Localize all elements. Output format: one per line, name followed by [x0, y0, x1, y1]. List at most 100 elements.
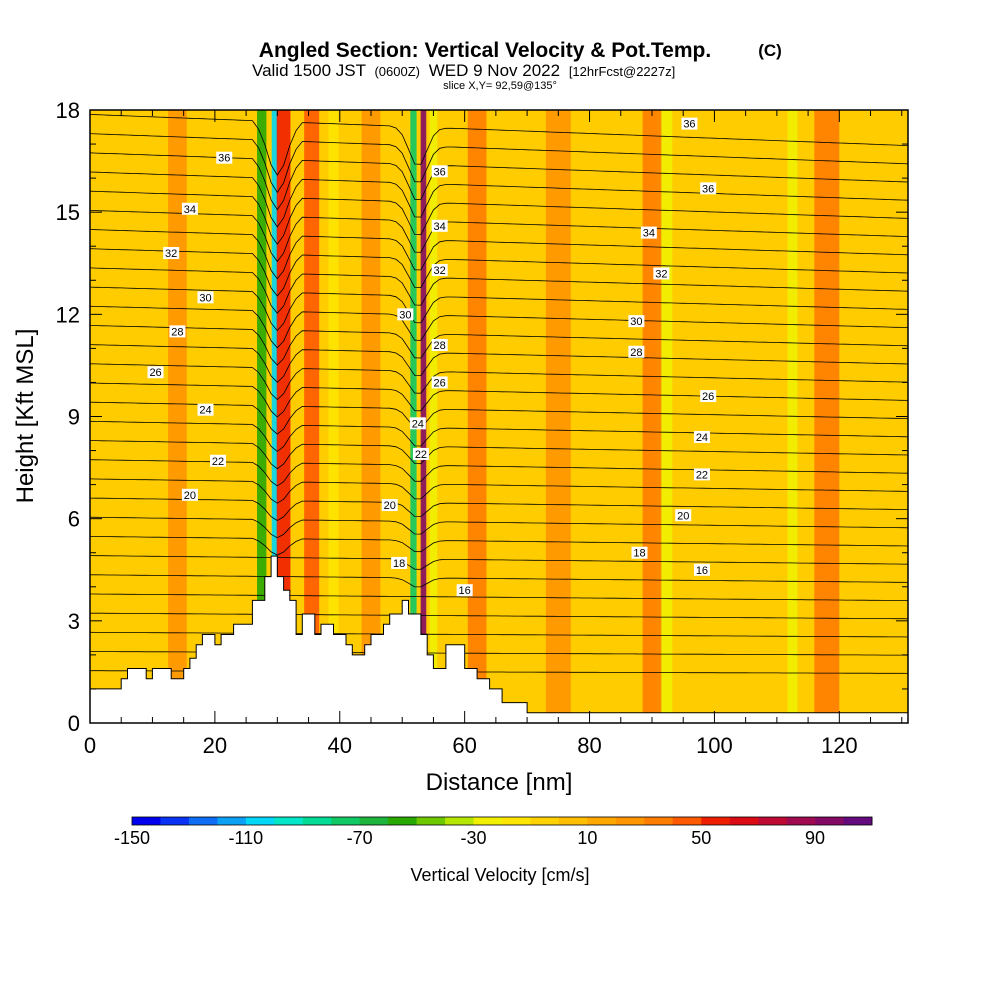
- theta-contour: [90, 631, 908, 638]
- velocity-band: [304, 110, 320, 723]
- colorbar-swatch: [302, 817, 332, 825]
- x-tick-label: 120: [821, 733, 858, 758]
- theta-contour: [90, 344, 908, 383]
- x-tick-label: 80: [577, 733, 601, 758]
- theta-label-bg: [197, 403, 214, 416]
- theta-label-bg: [381, 499, 398, 512]
- theta-label-bg: [210, 454, 227, 467]
- theta-label-bg: [693, 430, 710, 443]
- colorbar-swatch: [245, 817, 275, 825]
- colorbar-tick-label: -30: [461, 828, 487, 848]
- theta-label: 28: [628, 345, 645, 359]
- theta-label: 26: [147, 366, 164, 379]
- y-tick-label: 15: [56, 200, 80, 225]
- theta-label-bg: [431, 219, 448, 232]
- colorbar-tick-label: 50: [691, 828, 711, 848]
- colorbar-ticks: -150 -110 -70 -30 10 50 90: [114, 828, 825, 848]
- theta-label: 30: [197, 291, 214, 304]
- colorbar-swatch: [843, 817, 873, 825]
- x-tick-label: 0: [84, 733, 96, 758]
- theta-label-bg: [163, 247, 180, 260]
- theta-label: 30: [397, 308, 414, 321]
- theta-contour: [90, 401, 908, 435]
- chart-title: Angled Section: Vertical Velocity & Pot.…: [259, 39, 711, 62]
- colorbar-swatch: [132, 817, 161, 825]
- terrain: [90, 555, 908, 723]
- colorbar-swatch: [160, 817, 190, 825]
- theta-label: 18: [391, 556, 408, 570]
- theta-label-bg: [409, 417, 426, 430]
- colorbar-swatch: [786, 817, 816, 825]
- theta-contour: [90, 229, 908, 280]
- colorbar-tick-label: -150: [114, 828, 150, 848]
- colorbar-tick-label: -110: [228, 828, 263, 848]
- theta-contour: [90, 286, 908, 332]
- theta-contour: [90, 171, 908, 228]
- theta-contour: [90, 133, 908, 194]
- theta-label-text: 34: [643, 228, 655, 240]
- colorbar-tick-label: 10: [577, 828, 597, 848]
- theta-label: 30: [628, 315, 645, 328]
- theta-label: 36: [700, 182, 717, 195]
- theta-label: 22: [412, 447, 429, 461]
- theta-label-text: 30: [399, 309, 411, 321]
- colorbar-swatch: [188, 817, 218, 825]
- theta-label: 34: [181, 202, 198, 216]
- theta-label: 36: [431, 165, 448, 178]
- theta-label-text: 28: [434, 340, 446, 352]
- theta-label-bg: [640, 226, 657, 239]
- plot-background: [90, 110, 908, 723]
- velocity-band: [168, 110, 187, 723]
- theta-label: 32: [653, 267, 670, 280]
- colorbar-swatch: [530, 817, 560, 825]
- theta-contour: [90, 497, 908, 521]
- colorbar-swatch: [587, 817, 617, 825]
- colorbar-tick-label: -70: [347, 828, 373, 848]
- theta-label: 36: [216, 151, 233, 165]
- theta-label-bg: [216, 151, 233, 164]
- colorbar-swatch: [331, 817, 361, 825]
- plot-area: 16 16 18 18 20 20 20 22 22 22 24 24 24 26 26 26 28 28 28 30…: [90, 110, 908, 723]
- theta-label-text: 26: [149, 367, 161, 379]
- theta-label-bg: [700, 390, 717, 403]
- theta-label-text: 26: [434, 377, 446, 389]
- theta-label-bg: [397, 308, 414, 321]
- theta-labels: 16 16 18 18 20 20 20 22 22 22 24 24 24 26 26 26 28 28 28 30…: [147, 117, 717, 597]
- velocity-band: [429, 110, 438, 723]
- theta-label: 24: [693, 430, 710, 444]
- theta-label-text: 32: [655, 268, 667, 280]
- y-tick-label: 3: [68, 609, 80, 634]
- theta-label-text: 36: [683, 119, 695, 131]
- theta-label-bg: [431, 376, 448, 389]
- colorbar: [131, 816, 873, 826]
- y-tick-label: 12: [56, 302, 80, 327]
- valid-prefix: Valid 1500 JST: [252, 61, 366, 80]
- theta-contour: [90, 325, 908, 366]
- theta-label-text: 34: [184, 204, 196, 216]
- theta-contour: [90, 478, 908, 504]
- theta-label: 28: [431, 338, 448, 352]
- colorbar-tick-label: 90: [805, 828, 825, 848]
- theta-contour: [90, 459, 908, 487]
- x-tick-label: 40: [328, 733, 352, 758]
- theta-label-text: 28: [171, 326, 183, 338]
- colorbar-swatch: [758, 817, 788, 825]
- theta-contour: [90, 593, 908, 601]
- theta-label-bg: [675, 509, 692, 522]
- x-axis: 0 20 40 60 80 100 120: [84, 110, 903, 758]
- theta-contour: [90, 612, 908, 620]
- theta-contours: [90, 114, 908, 674]
- velocity-band: [328, 110, 339, 723]
- velocity-band: [545, 110, 571, 723]
- theta-label-bg: [681, 117, 698, 130]
- theta-label-text: 30: [630, 316, 642, 328]
- theta-label-bg: [693, 563, 710, 576]
- theta-label-text: 22: [696, 469, 708, 481]
- y-tick-label: 18: [56, 98, 80, 123]
- valid-time-text: Valid 1500 JST (0600Z) WED 9 Nov 2022 [1…: [252, 61, 675, 80]
- theta-label-text: 30: [199, 292, 211, 304]
- theta-label: 22: [210, 454, 227, 468]
- colorbar-swatch: [416, 817, 446, 825]
- theta-label: 16: [456, 584, 473, 597]
